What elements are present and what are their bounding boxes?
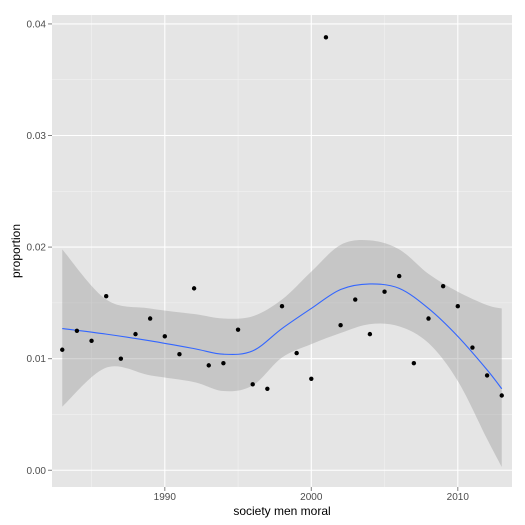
data-point [353,297,358,302]
data-points [60,35,504,398]
x-tick-label: 2010 [447,492,470,503]
smooth-line [62,283,503,390]
data-point [455,304,460,309]
data-point [265,386,270,392]
data-point [221,360,226,366]
grid-major [52,15,512,487]
data-point [206,363,211,368]
data-point [338,323,343,328]
grid-minor [52,15,512,487]
data-point [382,289,387,294]
data-point [411,360,417,366]
data-point [162,334,168,339]
data-point [235,327,241,332]
data-point [484,373,490,378]
smooth-line-layer [62,283,503,390]
data-point [426,316,431,321]
data-point [177,352,182,357]
confidence-ribbon [62,240,502,467]
confidence-ribbon-layer [62,240,502,467]
y-tick-label: 0.01 [27,354,47,365]
x-tick-label: 1990 [154,492,177,503]
y-tick-label: 0.04 [27,19,47,30]
plot-panel [52,15,512,487]
data-point [118,356,124,361]
x-axis-ticks: 1990 2000 2010 [154,487,470,503]
y-tick-label: 0.03 [27,131,47,142]
y-tick-label: 0.00 [27,466,47,477]
y-tick-label: 0.02 [27,243,47,254]
data-point [499,393,504,398]
data-point [309,376,314,381]
data-point [250,382,255,387]
x-axis-title: society men moral [233,504,330,518]
x-tick-label: 2000 [300,492,323,503]
data-point [367,331,373,337]
data-point [294,350,299,356]
data-point [74,328,80,333]
data-point [191,286,197,291]
data-point [89,338,94,344]
data-point [133,331,138,337]
data-point [323,35,329,40]
data-point [470,345,475,350]
data-point [279,304,285,309]
data-point [147,316,153,321]
data-point [440,283,446,289]
y-axis-ticks: 0.00 0.01 0.02 0.03 0.04 [27,19,52,477]
y-axis-title: proportion [9,224,23,278]
data-point [396,273,402,279]
data-point [60,347,65,352]
data-point [104,293,109,299]
